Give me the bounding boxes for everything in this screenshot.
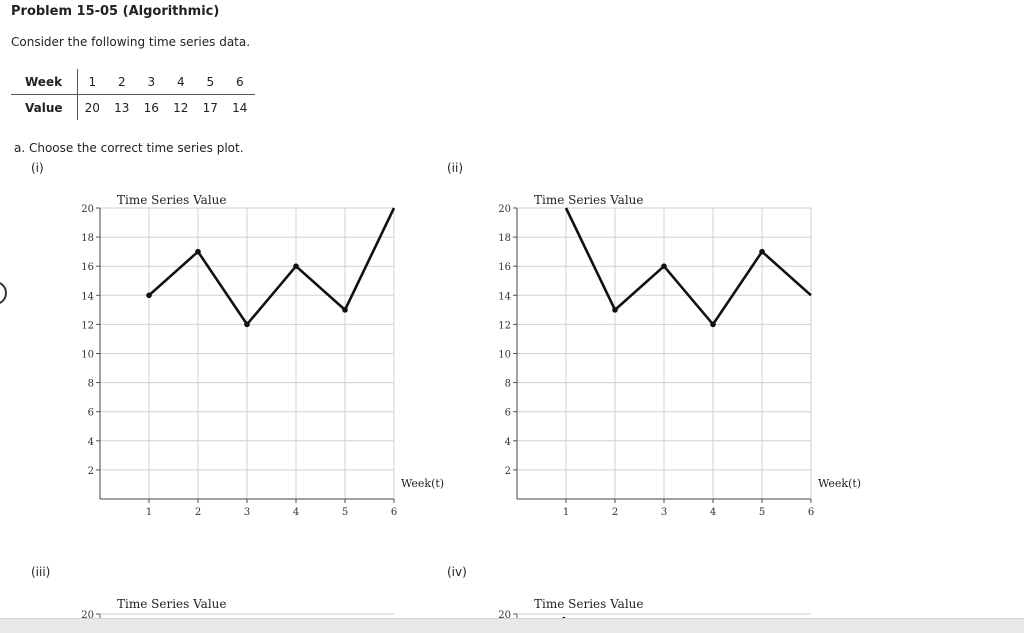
x-tick-label: 3	[244, 507, 250, 518]
x-tick-label: 5	[342, 507, 348, 518]
x-tick-label: 4	[293, 507, 299, 518]
chart-option-iii: Time Series Value 20	[81, 597, 394, 629]
y-tick-label: 10	[81, 350, 94, 361]
question-text: a. Choose the correct time series plot.	[14, 141, 244, 155]
chart-title: Time Series Value	[534, 597, 644, 611]
y-tick-label: 2	[505, 466, 511, 477]
chart-title: Time Series Value	[117, 597, 227, 611]
x-tick-label: 2	[195, 507, 201, 518]
data-point	[244, 321, 250, 328]
problem-intro: Consider the following time series data.	[11, 35, 251, 49]
x-tick-label: 5	[759, 507, 765, 518]
data-point	[342, 307, 348, 313]
y-tick-label: 6	[505, 408, 511, 419]
data-point	[710, 321, 716, 328]
data-point	[612, 307, 618, 313]
x-tick-label: 4	[710, 507, 716, 518]
y-tick-label: 20	[81, 610, 94, 621]
data-point	[661, 263, 667, 269]
y-tick-label: 4	[505, 437, 511, 448]
y-tick-label: 16	[498, 262, 511, 273]
answer-radio[interactable]	[0, 281, 7, 305]
table-header-week: Week	[11, 69, 78, 95]
series-line	[564, 207, 812, 327]
y-tick-label: 20	[498, 610, 511, 621]
y-tick-label: 20	[498, 204, 511, 215]
table-row-value: Value 20 13 16 12 17 14	[11, 94, 255, 120]
table-cell: 20	[84, 100, 100, 115]
bottom-scrollbar[interactable]	[0, 618, 1024, 633]
y-tick-label: 18	[81, 233, 94, 244]
table-cell: 2	[107, 69, 137, 95]
table-cell: 4	[166, 69, 196, 95]
x-tick-label: 1	[146, 507, 152, 518]
y-tick-label: 12	[81, 320, 94, 331]
y-tick-label: 16	[81, 262, 94, 273]
table-cell: 14	[232, 100, 248, 115]
table-cell: 5	[195, 69, 226, 95]
time-series-table: Week 1 2 3 4 5 6 Value 20 13 16 12 17 14	[11, 69, 255, 120]
series-line	[148, 207, 396, 327]
y-tick-label: 14	[498, 291, 511, 302]
table-cell: 17	[202, 100, 218, 115]
table-header-value: Value	[11, 94, 78, 120]
x-tick-label: 1	[563, 507, 569, 518]
problem-title: Problem 15-05 (Algorithmic)	[11, 4, 220, 19]
table-cell: 1	[77, 69, 108, 95]
table-cell: 6	[225, 69, 255, 95]
data-point	[195, 248, 201, 255]
y-tick-label: 2	[88, 466, 94, 477]
table-row-week: Week 1 2 3 4 5 6	[11, 69, 255, 95]
x-axis-label: Week(t)	[401, 477, 444, 490]
y-tick-label: 10	[498, 350, 511, 361]
option-label-iv[interactable]: (iv)	[447, 565, 467, 579]
x-tick-label: 6	[808, 507, 814, 518]
x-tick-label: 3	[661, 507, 667, 518]
table-cell: 13	[114, 100, 130, 115]
chart-option-iv: Time Series Value 20	[498, 597, 811, 629]
y-tick-label: 14	[81, 291, 94, 302]
chart-title: Time Series Value	[534, 193, 644, 207]
y-tick-label: 4	[88, 437, 94, 448]
y-tick-label: 8	[505, 379, 511, 390]
data-point	[293, 263, 299, 269]
y-tick-label: 6	[88, 408, 94, 419]
table-cell: 12	[173, 100, 189, 115]
table-cell: 3	[136, 69, 167, 95]
option-label-iii[interactable]: (iii)	[31, 565, 51, 579]
x-tick-label: 6	[391, 507, 397, 518]
y-tick-label: 12	[498, 320, 511, 331]
x-axis-label: Week(t)	[818, 477, 861, 490]
x-tick-label: 2	[612, 507, 618, 518]
y-tick-label: 18	[498, 233, 511, 244]
data-point	[759, 248, 765, 255]
table-cell: 16	[143, 100, 159, 115]
chart-title: Time Series Value	[117, 193, 227, 207]
data-point	[146, 292, 152, 299]
option-label-ii[interactable]: (ii)	[447, 161, 464, 175]
y-tick-label: 8	[88, 379, 94, 390]
option-label-i[interactable]: (i)	[31, 161, 44, 175]
y-tick-label: 20	[81, 204, 94, 215]
